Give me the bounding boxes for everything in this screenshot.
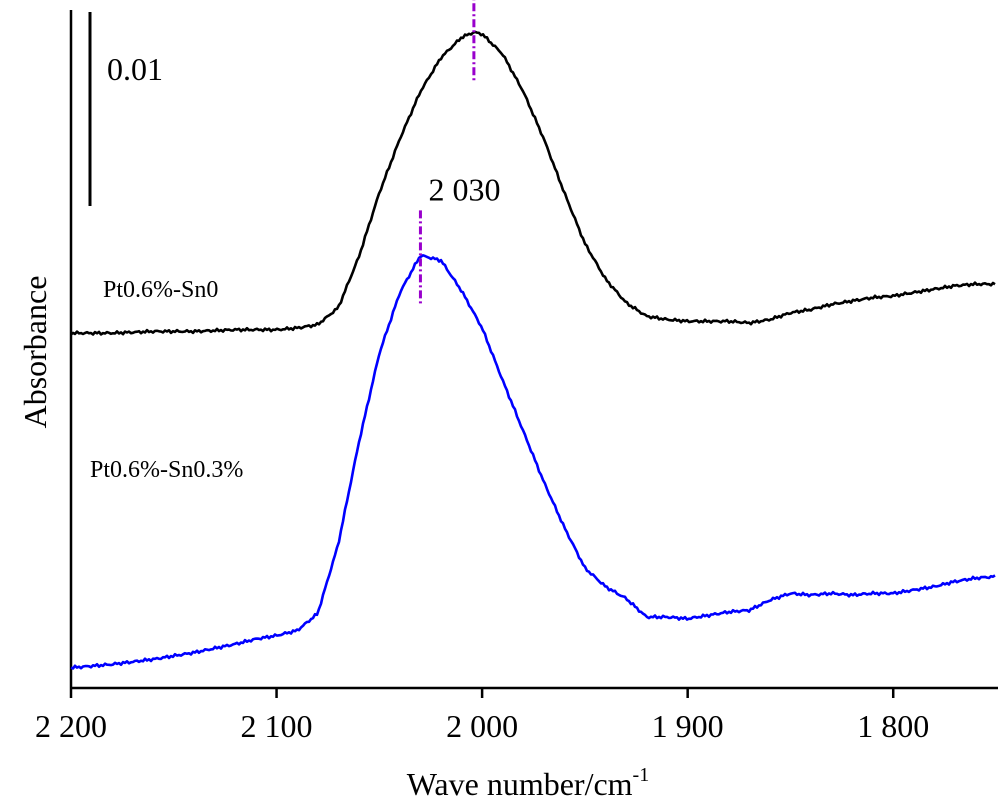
peak-label-2030: 2 030 <box>428 171 500 207</box>
x-axis-ticks <box>69 688 895 698</box>
x-tick-label-1800: 1 800 <box>857 708 929 744</box>
x-tick-label-1900: 1 900 <box>652 708 724 744</box>
x-tick-label-2000: 2 000 <box>446 708 518 744</box>
y-axis-title: Absorbance <box>17 276 53 429</box>
peak-markers: 2 0042 030 <box>418 0 500 306</box>
series-pt-sn0-line <box>70 30 996 336</box>
x-axis-title: Wave number/cm-1 <box>407 764 649 802</box>
x-axis-title-superscript: -1 <box>633 764 650 786</box>
series-pt-sn03-line <box>70 254 996 670</box>
x-tick-label-2100: 2 100 <box>241 708 313 744</box>
scale-bar-label: 0.01 <box>107 51 163 87</box>
series-labels: Pt0.6%-Sn0 Pt0.6%-Sn0.3% <box>90 277 243 483</box>
x-axis-title-text: Wave number/cm <box>407 766 633 802</box>
x-axis-tick-labels: 2 200 2 100 2 000 1 900 1 800 <box>35 708 929 744</box>
x-tick-label-2200: 2 200 <box>35 708 107 744</box>
series-lines <box>70 30 996 670</box>
series-pt-sn03-label: Pt0.6%-Sn0.3% <box>90 457 243 483</box>
series-pt-sn0-label: Pt0.6%-Sn0 <box>103 277 218 303</box>
